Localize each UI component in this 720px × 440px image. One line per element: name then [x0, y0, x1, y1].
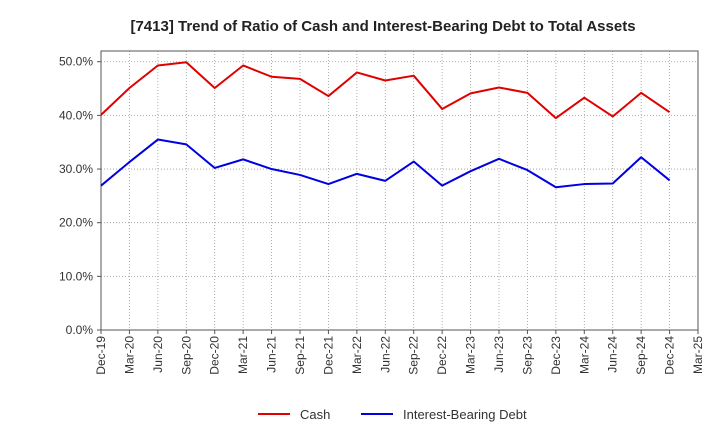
x-tick-label: Dec-24: [663, 336, 677, 375]
x-tick-label: Sep-21: [293, 336, 307, 375]
x-tick-label: Mar-22: [350, 336, 364, 374]
x-tick-label: Jun-20: [151, 336, 165, 373]
x-tick-label: Dec-20: [208, 336, 222, 375]
chart-title: [7413] Trend of Ratio of Cash and Intere…: [130, 18, 635, 35]
x-tick-label: Mar-25: [691, 336, 705, 374]
y-tick-label: 10.0%: [59, 269, 93, 283]
x-tick-label: Mar-21: [236, 336, 250, 374]
x-tick-label: Jun-21: [265, 336, 279, 373]
x-tick-label: Jun-24: [606, 336, 620, 373]
plot-background: [101, 51, 698, 330]
x-tick-label: Jun-22: [378, 336, 392, 373]
plot-area: 0.0% 10.0% 20.0% 30.0% 40.0% 50.0% Dec-19 Mar-2…: [59, 50, 705, 375]
x-tick-label: Sep-22: [407, 336, 421, 375]
interest-bearing-debt-line: [100, 138, 671, 189]
y-tick-label: 40.0%: [59, 108, 93, 122]
interest-bearing-debt-legend-label: Interest-Bearing Debt: [403, 407, 527, 422]
x-tick-label: Sep-20: [179, 336, 193, 375]
x-tick-label: Dec-22: [435, 336, 449, 375]
x-tick-label: Sep-24: [634, 336, 648, 375]
cash-line: [100, 61, 671, 120]
x-tick-label: Mar-23: [464, 336, 478, 374]
x-tick-label: Dec-19: [94, 336, 108, 375]
legend: Cash Interest-Bearing Debt: [258, 407, 527, 422]
x-tick-label: Dec-21: [321, 336, 335, 375]
x-tick-label: Jun-23: [492, 336, 506, 373]
x-tick-label: Sep-23: [520, 336, 534, 375]
x-tick-label: Dec-23: [549, 336, 563, 375]
cash-legend-label: Cash: [300, 407, 330, 422]
y-tick-label: 0.0%: [66, 323, 94, 337]
plot-frame: [100, 50, 699, 331]
y-tick-label: 30.0%: [59, 162, 93, 176]
y-tick-label: 50.0%: [59, 55, 93, 69]
x-tick-label: Mar-24: [577, 336, 591, 374]
x-tick-label: Mar-20: [122, 336, 136, 374]
y-tick-label: 20.0%: [59, 216, 93, 230]
